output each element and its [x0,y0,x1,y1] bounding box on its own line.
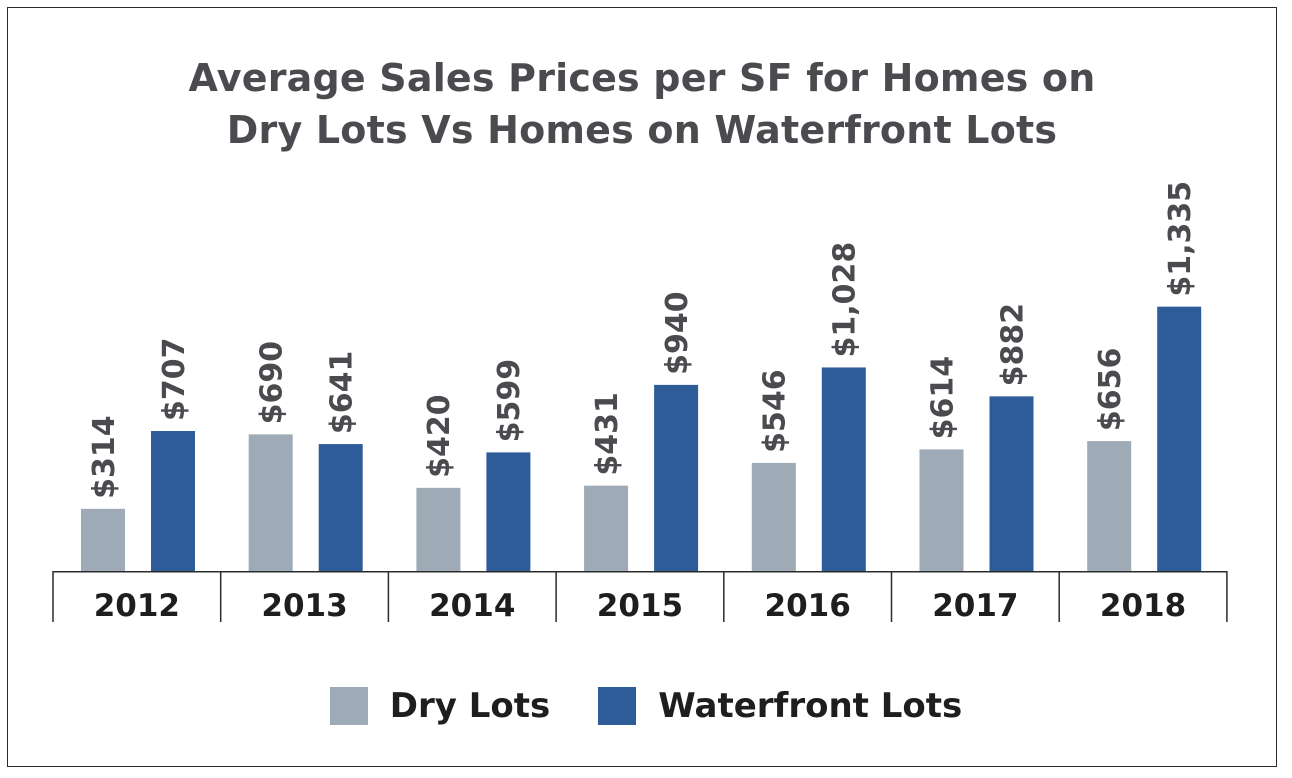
bar-waterfront-lots-2012 [151,431,195,571]
data-label-waterfront-lots-2012: $707 [157,338,192,421]
data-label-dry-lots-2014: $420 [422,394,457,478]
category-label-2017: 2017 [932,588,1018,624]
chart-title: Average Sales Prices per SF for Homes on… [0,52,1284,156]
data-label-dry-lots-2016: $546 [758,369,793,453]
data-label-waterfront-lots-2017: $882 [995,303,1030,387]
data-label-dry-lots-2015: $431 [590,392,625,476]
data-label-dry-lots-2017: $614 [925,356,960,440]
bar-waterfront-lots-2014 [486,452,531,571]
category-label-2014: 2014 [429,588,515,624]
data-label-dry-lots-2018: $656 [1093,348,1128,432]
bar-dry-lots-2018 [1087,441,1132,571]
category-label-2013: 2013 [261,588,347,624]
legend-item-dry-lots: Dry Lots [329,686,551,726]
chart-title-line-2: Dry Lots Vs Homes on Waterfront Lots [226,108,1058,152]
bar-dry-lots-2017 [919,449,964,571]
data-label-waterfront-lots-2013: $641 [325,351,360,435]
legend-label-dry-lots: Dry Lots [389,686,551,726]
data-label-waterfront-lots-2018: $1,335 [1163,181,1198,297]
bar-dry-lots-2012 [81,508,125,571]
bar-waterfront-lots-2017 [989,396,1034,571]
bar-waterfront-lots-2015 [654,384,699,571]
data-label-waterfront-lots-2014: $599 [492,359,527,443]
data-label-dry-lots-2013: $690 [255,341,290,425]
bar-waterfront-lots-2018 [1157,306,1202,571]
bar-waterfront-lots-2016 [821,367,866,571]
category-label-2016: 2016 [765,588,851,624]
legend-item-waterfront-lots: Waterfront Lots [598,686,962,726]
legend-swatch-dry-lots [329,687,368,725]
bar-dry-lots-2014 [416,487,461,571]
data-label-waterfront-lots-2016: $1,028 [828,242,863,358]
category-label-2015: 2015 [597,588,683,624]
legend-swatch-waterfront-lots [598,687,637,725]
bar-dry-lots-2013 [248,434,293,571]
bar-waterfront-lots-2013 [318,444,363,571]
bar-dry-lots-2016 [751,462,796,571]
bar-dry-lots-2015 [584,485,629,571]
legend-label-waterfront-lots: Waterfront Lots [658,686,963,726]
data-label-dry-lots-2012: $314 [87,415,122,499]
category-label-2012: 2012 [94,588,180,624]
data-label-waterfront-lots-2015: $940 [660,291,695,375]
chart-title-line-1: Average Sales Prices per SF for Homes on [188,56,1096,100]
category-label-2018: 2018 [1100,588,1186,624]
chart-legend: Dry Lots Waterfront Lots [0,680,1292,732]
chart-frame [7,7,1277,767]
